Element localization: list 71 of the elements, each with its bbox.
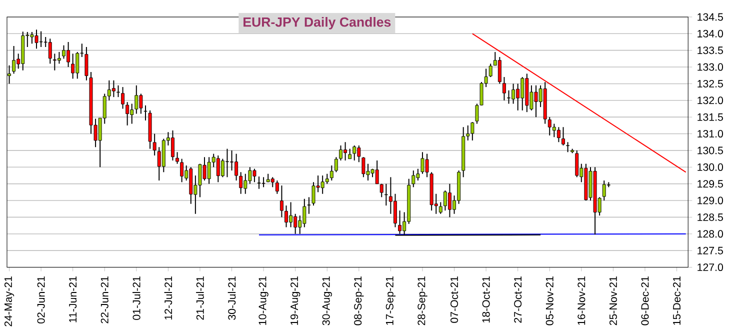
candlestick bbox=[348, 148, 352, 160]
x-tick-label: 01-Jul-21 bbox=[132, 276, 140, 320]
y-tick-label: 133.5 bbox=[698, 46, 723, 54]
candlestick bbox=[438, 202, 442, 214]
x-tick-label: 02-Jun-21 bbox=[37, 276, 45, 324]
x-tick-label: 30-Jul-21 bbox=[228, 276, 236, 320]
y-tick-label: 131.5 bbox=[698, 113, 723, 121]
x-tick-label: 16-Nov-21 bbox=[578, 276, 586, 325]
candlestick bbox=[575, 150, 579, 178]
candlestick bbox=[152, 133, 156, 156]
candlestick bbox=[112, 80, 116, 98]
y-tick-label: 132.0 bbox=[698, 96, 724, 104]
y-tick-label: 129.0 bbox=[698, 196, 724, 204]
y-tick-label: 130.5 bbox=[698, 146, 723, 154]
x-tick-label: 18-Oct-21 bbox=[482, 276, 490, 322]
chart-title: EUR-JPY Daily Candles bbox=[244, 16, 391, 30]
x-tick-label: 17-Sep-21 bbox=[386, 276, 396, 325]
y-tick-label: 129.5 bbox=[698, 180, 723, 188]
x-tick-label: 11-Jun-21 bbox=[69, 276, 77, 322]
candlestick bbox=[275, 180, 279, 194]
y-tick-label: 131.0 bbox=[698, 130, 724, 138]
x-tick-label: 08-Sep-21 bbox=[354, 276, 364, 326]
x-tick-label: 15-Dec-21 bbox=[673, 276, 681, 325]
x-tick-label: 05-Nov-21 bbox=[546, 276, 554, 326]
y-tick-label: 128.0 bbox=[698, 230, 724, 238]
y-tick-label: 134.0 bbox=[698, 30, 724, 38]
candlestick bbox=[566, 142, 570, 153]
candlestick bbox=[84, 46, 88, 81]
y-tick-label: 128.5 bbox=[698, 213, 723, 221]
candlestick bbox=[126, 102, 130, 126]
candlestick bbox=[556, 126, 560, 143]
candlestick bbox=[57, 51, 61, 64]
x-tick-label: 12-Jul-21 bbox=[164, 276, 172, 320]
x-tick-label: 10-Aug-21 bbox=[258, 276, 268, 325]
candlestick bbox=[380, 183, 384, 198]
y-tick-label: 134.5 bbox=[698, 13, 723, 21]
candlestick bbox=[498, 56, 502, 84]
candlestick bbox=[176, 152, 180, 164]
candlestick bbox=[116, 84, 120, 98]
x-tick-label: 27-Oct-21 bbox=[514, 276, 522, 323]
candlestick bbox=[71, 53, 75, 80]
candlestick bbox=[384, 183, 388, 206]
y-tick-label: 132.5 bbox=[698, 80, 723, 88]
x-tick-label: 07-Oct-21 bbox=[450, 276, 458, 323]
candlestick bbox=[239, 172, 243, 194]
x-tick-label: 30-Aug-21 bbox=[322, 276, 332, 326]
y-tick-label: 127.0 bbox=[698, 263, 724, 272]
x-tick-label: 28-Sep-21 bbox=[418, 276, 428, 326]
candlestick bbox=[12, 45, 16, 74]
y-tick-label: 130.0 bbox=[698, 163, 724, 171]
x-tick-label: 21-Jul-21 bbox=[196, 276, 204, 320]
candlestick bbox=[280, 184, 284, 218]
candlestick bbox=[502, 76, 506, 101]
x-tick-label: 06-Dec-21 bbox=[641, 276, 649, 326]
candlestick bbox=[562, 126, 565, 146]
candlestick bbox=[270, 176, 274, 188]
candlestick bbox=[488, 63, 492, 78]
candlestick bbox=[352, 144, 356, 161]
x-tick-label: 24-May-21 bbox=[4, 276, 14, 326]
x-tick-label: 25-Nov-21 bbox=[609, 276, 617, 326]
candlestick bbox=[307, 196, 311, 214]
candlestick bbox=[121, 86, 125, 110]
x-tick-label: 19-Aug-21 bbox=[290, 276, 300, 325]
y-tick-label: 127.5 bbox=[698, 246, 723, 254]
candlestick bbox=[180, 158, 184, 183]
candlestick bbox=[334, 156, 338, 173]
candlestick bbox=[48, 38, 52, 64]
candlestick bbox=[330, 164, 334, 181]
x-tick-label: 22-Jun-21 bbox=[100, 276, 108, 324]
candlestick bbox=[325, 173, 329, 184]
y-tick-label: 133.0 bbox=[698, 63, 724, 71]
